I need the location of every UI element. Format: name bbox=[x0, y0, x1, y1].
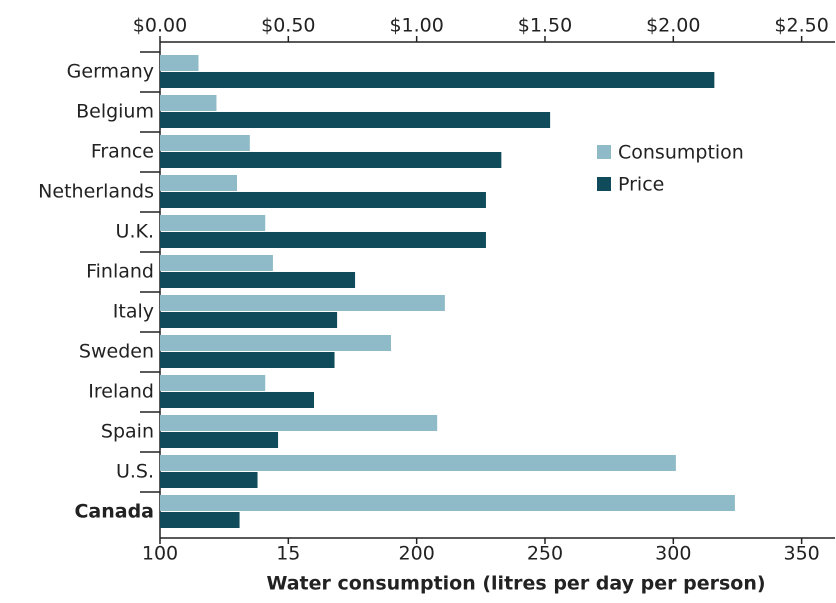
bar bbox=[160, 112, 551, 128]
x-axis-title: Water consumption (litres per day per pe… bbox=[266, 573, 765, 595]
y-tick-label: Belgium bbox=[76, 101, 154, 123]
y-tick-label: Finland bbox=[86, 261, 154, 283]
x-tick-label: 100 bbox=[142, 543, 178, 565]
bar bbox=[160, 175, 237, 191]
y-tick-label: Ireland bbox=[88, 381, 154, 403]
y-tick-label: U.K. bbox=[116, 221, 154, 243]
x2-tick-label: $2.50 bbox=[774, 15, 828, 37]
bar bbox=[160, 55, 199, 71]
bar bbox=[160, 192, 486, 208]
bar bbox=[160, 95, 217, 111]
x-tick-label: 350 bbox=[784, 543, 820, 565]
bar bbox=[160, 335, 391, 351]
y-tick-label: Italy bbox=[113, 301, 154, 323]
bar bbox=[160, 415, 438, 431]
bar bbox=[160, 135, 250, 151]
y-tick-label: Sweden bbox=[79, 341, 154, 363]
bar bbox=[160, 392, 314, 408]
x2-tick-label: $0.00 bbox=[133, 15, 187, 37]
bar bbox=[160, 352, 335, 368]
bar bbox=[160, 255, 273, 271]
bar bbox=[160, 432, 279, 448]
x2-tick-label: $1.50 bbox=[518, 15, 572, 37]
y-tick-label: Spain bbox=[101, 421, 154, 443]
y-tick-label: Canada bbox=[74, 501, 154, 523]
bar bbox=[160, 295, 445, 311]
x-tick-label: 15 bbox=[276, 543, 300, 565]
bar bbox=[160, 472, 258, 488]
bar bbox=[160, 272, 356, 288]
bar bbox=[160, 375, 266, 391]
y-tick-label: U.S. bbox=[116, 461, 154, 483]
bar bbox=[160, 72, 715, 88]
x2-tick-label: $0.50 bbox=[261, 15, 315, 37]
legend-swatch bbox=[597, 177, 611, 191]
bar bbox=[160, 495, 735, 511]
bar bbox=[160, 232, 486, 248]
x2-tick-label: $2.00 bbox=[646, 15, 700, 37]
x-tick-label: 200 bbox=[399, 543, 435, 565]
legend-swatch bbox=[597, 145, 611, 159]
bar bbox=[160, 152, 502, 168]
legend-label: Price bbox=[618, 174, 664, 196]
y-tick-label: Germany bbox=[67, 61, 154, 83]
y-tick-label: Netherlands bbox=[38, 181, 154, 203]
x-tick-label: 300 bbox=[655, 543, 691, 565]
x2-tick-label: $1.00 bbox=[389, 15, 443, 37]
bar bbox=[160, 455, 676, 471]
bar bbox=[160, 215, 266, 231]
y-tick-label: France bbox=[91, 141, 154, 163]
bar bbox=[160, 312, 338, 328]
bar bbox=[160, 512, 240, 528]
legend-label: Consumption bbox=[618, 142, 744, 164]
x-tick-label: 250 bbox=[527, 543, 563, 565]
